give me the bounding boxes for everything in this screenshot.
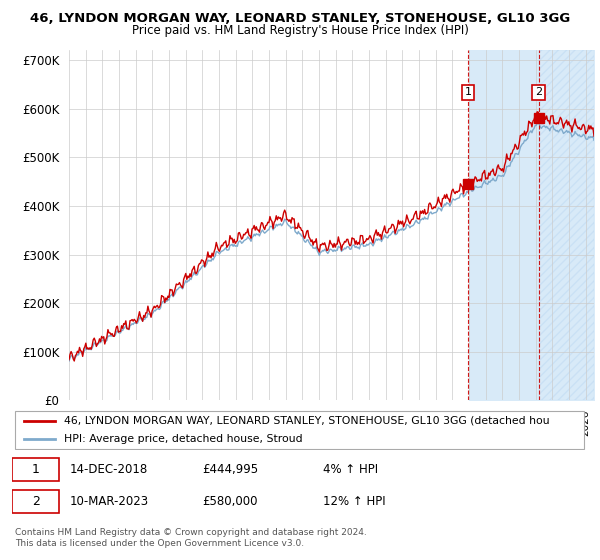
FancyBboxPatch shape	[12, 458, 59, 481]
Text: 12% ↑ HPI: 12% ↑ HPI	[323, 495, 386, 508]
Text: 2: 2	[535, 87, 542, 97]
Text: 1: 1	[32, 463, 40, 476]
Text: 46, LYNDON MORGAN WAY, LEONARD STANLEY, STONEHOUSE, GL10 3GG (detached hou: 46, LYNDON MORGAN WAY, LEONARD STANLEY, …	[64, 416, 550, 426]
Text: 46, LYNDON MORGAN WAY, LEONARD STANLEY, STONEHOUSE, GL10 3GG: 46, LYNDON MORGAN WAY, LEONARD STANLEY, …	[30, 12, 570, 25]
Text: Contains HM Land Registry data © Crown copyright and database right 2024.
This d: Contains HM Land Registry data © Crown c…	[15, 528, 367, 548]
Text: HPI: Average price, detached house, Stroud: HPI: Average price, detached house, Stro…	[64, 435, 302, 444]
Text: 14-DEC-2018: 14-DEC-2018	[70, 463, 148, 476]
Text: £444,995: £444,995	[202, 463, 258, 476]
Text: 1: 1	[464, 87, 472, 97]
FancyBboxPatch shape	[12, 490, 59, 513]
Text: 10-MAR-2023: 10-MAR-2023	[70, 495, 149, 508]
Text: Price paid vs. HM Land Registry's House Price Index (HPI): Price paid vs. HM Land Registry's House …	[131, 24, 469, 36]
Text: £580,000: £580,000	[202, 495, 257, 508]
FancyBboxPatch shape	[15, 410, 584, 450]
Text: 4% ↑ HPI: 4% ↑ HPI	[323, 463, 378, 476]
Text: 2: 2	[32, 495, 40, 508]
